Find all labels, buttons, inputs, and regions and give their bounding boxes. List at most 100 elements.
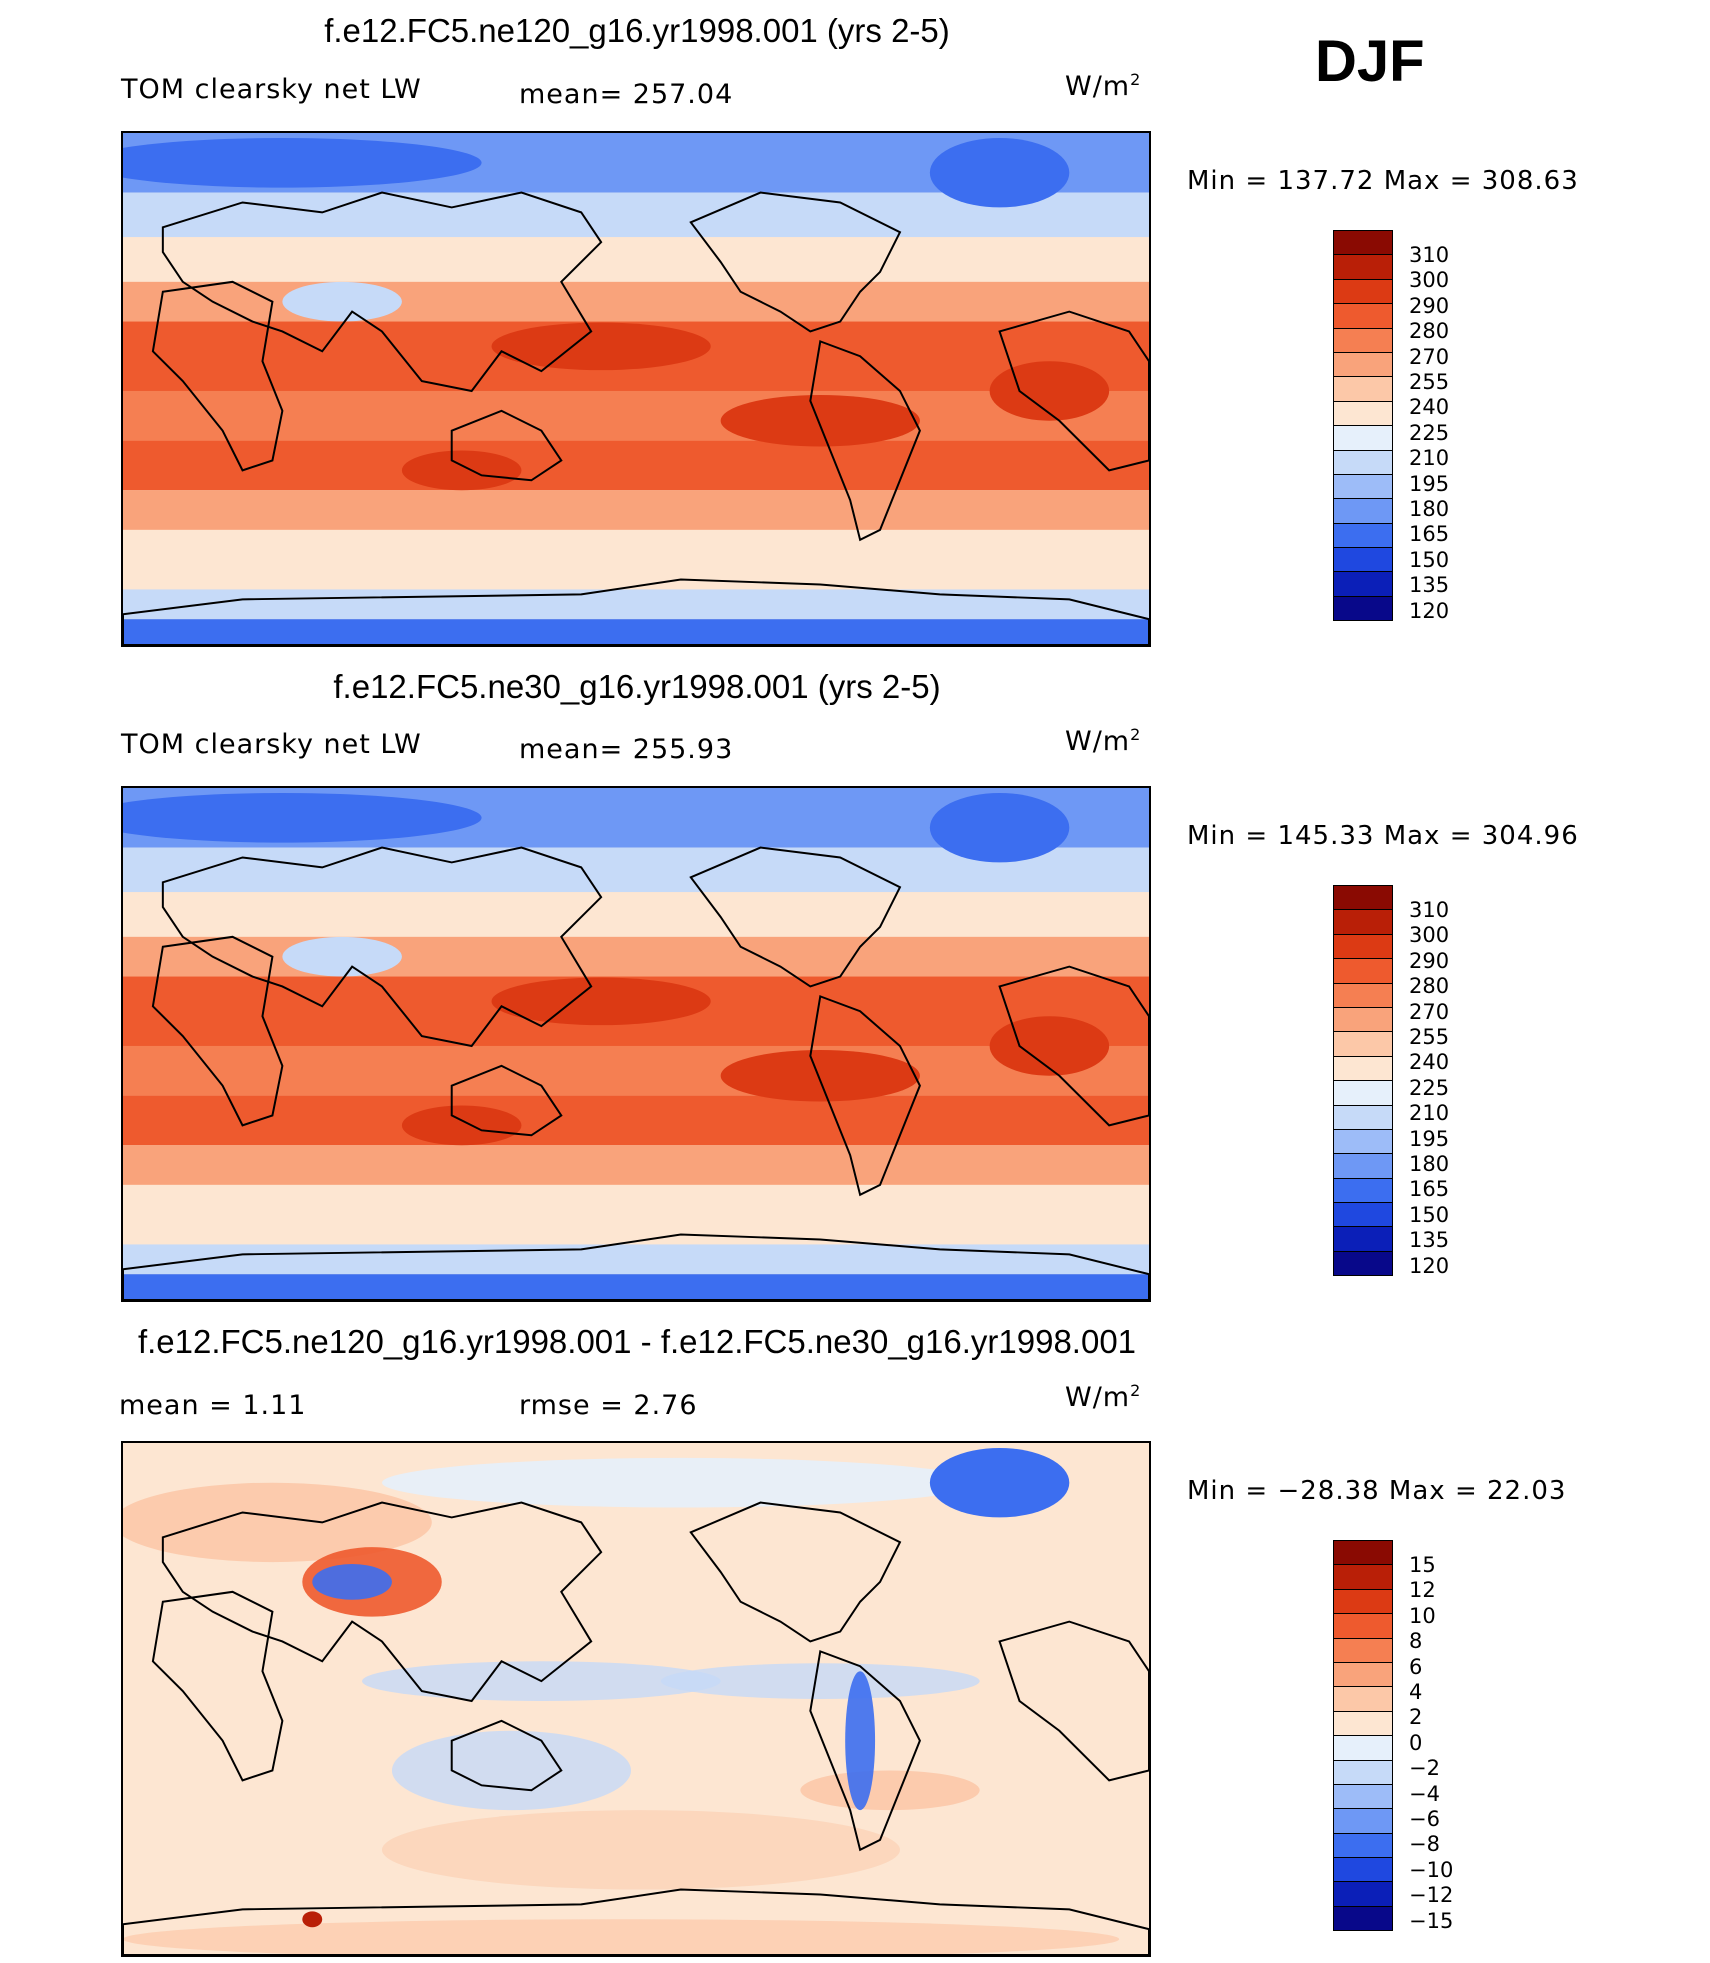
colorbar-tick-label: 280 (1409, 319, 1450, 344)
coastline (123, 1233, 1149, 1300)
map-field-blob (660, 1663, 980, 1699)
colorbar-swatch (1333, 958, 1393, 984)
colorbar-tick-label: 225 (1409, 420, 1450, 445)
map-field-blob (720, 394, 920, 447)
coastline (161, 191, 603, 393)
coastline (450, 1064, 563, 1137)
map-field-band (123, 490, 1149, 530)
colorbar-tick-label: 120 (1409, 1253, 1450, 1278)
map-field-blob (491, 977, 711, 1026)
coastline (161, 1501, 603, 1703)
colorbar-swatch (1333, 1128, 1393, 1155)
colorbar-swatch (1333, 1905, 1393, 1932)
colorbar-swatch (1333, 1104, 1393, 1130)
colorbar-swatch (1333, 885, 1393, 911)
colorbar-tick-label: 165 (1409, 522, 1450, 547)
colorbar-tick-label: 195 (1409, 471, 1450, 496)
panel2-title: f.e12.FC5.ne30_g16.yr1998.001 (yrs 2-5) (333, 668, 941, 705)
colorbar-swatch (1333, 1564, 1393, 1590)
coastline (151, 1590, 284, 1782)
coastline (123, 1888, 1149, 1955)
colorbar-swatch (1333, 1661, 1393, 1688)
panel1-variable: TOM clearsky net LW (121, 74, 422, 105)
map-field-blob (929, 137, 1070, 208)
map-field-band (123, 1184, 1149, 1245)
map-field-blob (845, 1671, 876, 1811)
map-field-blob (123, 792, 482, 843)
colorbar-swatch (1333, 1080, 1393, 1106)
colorbar-tick-label: 270 (1409, 999, 1450, 1024)
colorbar-swatch (1333, 1177, 1393, 1204)
panel3-title: f.e12.FC5.ne120_g16.yr1998.001 - f.e12.F… (137, 1323, 1137, 1360)
colorbar-tick-label: −10 (1409, 1857, 1454, 1882)
colorbar-swatch (1333, 449, 1393, 475)
colorbar-swatch (1333, 522, 1393, 549)
colorbar-swatch (1333, 1783, 1393, 1810)
map-field-blob (302, 1911, 323, 1928)
map-field-blob (800, 1770, 980, 1811)
map-field-band (123, 1244, 1149, 1275)
map-field-blob (282, 936, 402, 977)
panel1-map (121, 131, 1151, 647)
coastline (450, 409, 563, 482)
colorbar-tick-label: −4 (1409, 1781, 1440, 1806)
coastline (689, 1501, 902, 1643)
colorbar-swatch (1333, 547, 1393, 573)
colorbar-swatch (1333, 1055, 1393, 1082)
colorbar-tick-label: 2 (1409, 1705, 1423, 1730)
map-field-band (123, 589, 1149, 620)
colorbar-tick-label: 255 (1409, 1024, 1450, 1049)
colorbar-swatch (1333, 1613, 1393, 1639)
colorbar-swatch (1333, 425, 1393, 451)
colorbar-swatch (1333, 1832, 1393, 1859)
panel1-mean: mean= 257.04 (519, 79, 734, 110)
colorbar-swatch (1333, 278, 1393, 305)
colorbar-swatch (1333, 351, 1393, 378)
map-field-blob (929, 1447, 1070, 1518)
colorbar-tick-label: 10 (1409, 1603, 1436, 1628)
colorbar-swatch (1333, 982, 1393, 1008)
colorbar-tick-label: 290 (1409, 948, 1450, 973)
colorbar-swatch (1333, 933, 1393, 960)
panel2-mean: mean= 255.93 (519, 734, 734, 765)
colorbar-swatch (1333, 1637, 1393, 1663)
colorbar-swatch (1333, 473, 1393, 500)
colorbar-tick-label: 240 (1409, 395, 1450, 420)
panel3-map (121, 1441, 1151, 1957)
colorbar-tick-label: −6 (1409, 1806, 1440, 1831)
map-field-band (123, 1045, 1149, 1096)
map-field-band (123, 237, 1149, 282)
map-field-band (123, 281, 1149, 322)
coastline (123, 578, 1149, 645)
colorbar-tick-label: 225 (1409, 1075, 1450, 1100)
colorbar-swatch (1333, 571, 1393, 597)
colorbar-tick-label: 210 (1409, 1101, 1450, 1126)
coastline (809, 1650, 921, 1852)
colorbar-tick-label: 180 (1409, 1151, 1450, 1176)
coastline (809, 995, 921, 1197)
map-field-blob (381, 1810, 900, 1890)
colorbar-tick-label: 150 (1409, 1202, 1450, 1227)
map-field-blob (381, 1457, 980, 1508)
colorbar-tick-label: 240 (1409, 1050, 1450, 1075)
coastline (151, 280, 284, 472)
map-field-blob (123, 1919, 1119, 1955)
colorbar-tick-label: 8 (1409, 1629, 1423, 1654)
coastline (998, 1620, 1149, 1782)
coastline (450, 1719, 563, 1792)
colorbar-swatch (1333, 1686, 1393, 1712)
map-field-band (123, 1095, 1149, 1146)
colorbar-swatch (1333, 1735, 1393, 1761)
colorbar-tick-label: 135 (1409, 1228, 1450, 1253)
panel2-map-field (123, 788, 1149, 1300)
colorbar-tick-label: −2 (1409, 1756, 1440, 1781)
panel3-map-field (123, 1443, 1149, 1955)
panel2-map (121, 786, 1151, 1302)
map-field-blob (929, 792, 1070, 863)
colorbar-swatch (1333, 1006, 1393, 1033)
map-field-blob (401, 1105, 522, 1146)
colorbar-tick-label: −8 (1409, 1832, 1440, 1857)
colorbar-swatch (1333, 1540, 1393, 1566)
colorbar-swatch (1333, 498, 1393, 524)
colorbar-swatch (1333, 1857, 1393, 1883)
